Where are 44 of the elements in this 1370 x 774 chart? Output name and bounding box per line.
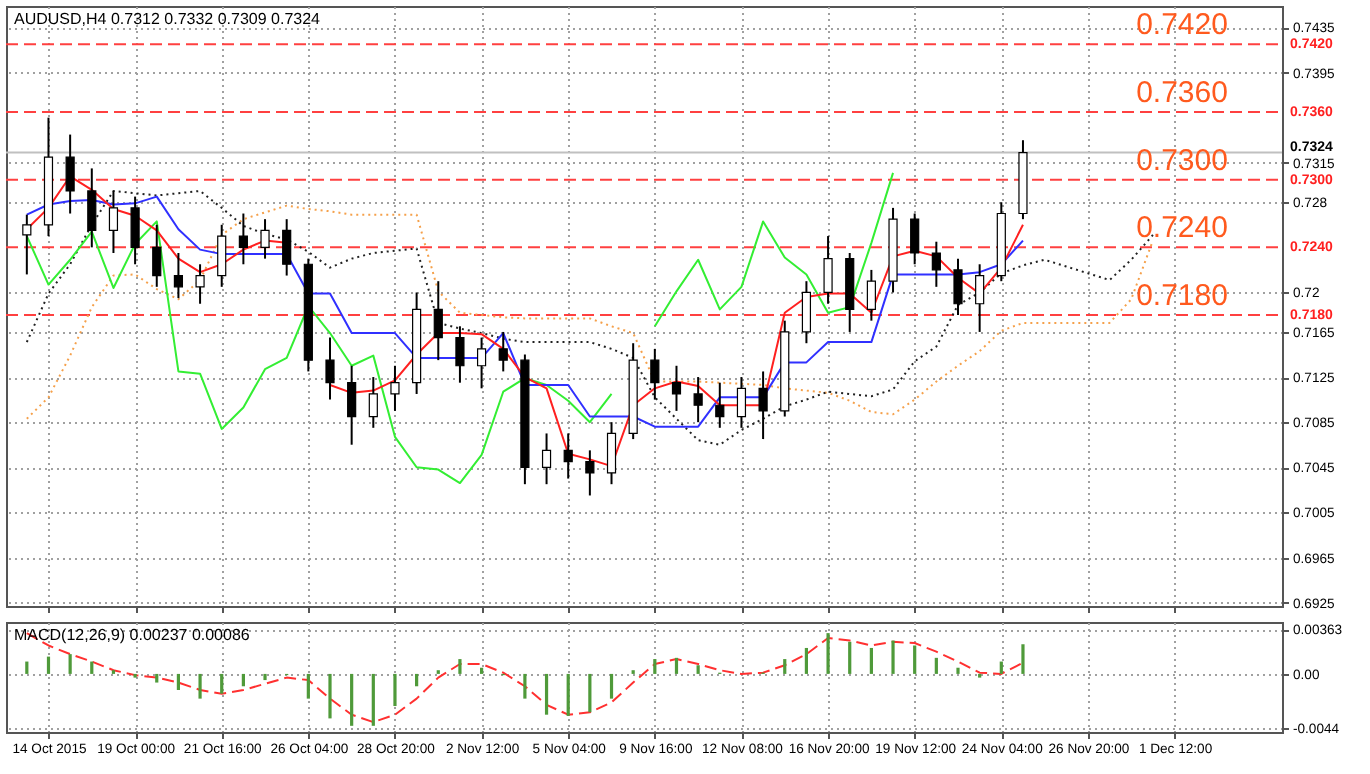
candlestick (671, 364, 682, 412)
candlestick (823, 235, 833, 305)
candlestick (390, 364, 400, 412)
candlestick (563, 432, 573, 480)
candlestick (130, 195, 140, 266)
candlestick (910, 212, 920, 266)
ref-line-label: 0.7360 (1136, 76, 1228, 111)
candlestick (866, 268, 876, 322)
candlestick (108, 189, 119, 254)
candlestick (541, 432, 552, 486)
candlestick (87, 167, 97, 249)
candlestick (65, 133, 75, 215)
ref-line-label: 0.7180 (1136, 279, 1228, 314)
candlestick (758, 370, 768, 441)
candlestick (433, 280, 443, 362)
candlestick (173, 251, 184, 300)
candlestick (953, 257, 963, 317)
candlestick (975, 263, 985, 333)
candlestick (476, 336, 487, 390)
ref-line-label: 0.7240 (1136, 211, 1228, 246)
candlestick (455, 325, 465, 384)
candlestick (715, 381, 725, 429)
candlestick (693, 376, 703, 424)
ref-line-label: 0.7420 (1136, 8, 1228, 43)
candlestick (325, 336, 335, 401)
chart-title: AUDUSD,H4 0.7312 0.7332 0.7309 0.7324 (14, 10, 322, 28)
ref-line-label: 0.7300 (1136, 143, 1228, 178)
candlestick (498, 330, 508, 373)
candlestick (22, 213, 32, 276)
candlestick (801, 280, 812, 345)
candlestick (931, 240, 941, 288)
candlestick (195, 263, 205, 305)
candlestick (217, 223, 227, 288)
candlestick (152, 223, 162, 288)
candlestick (238, 212, 248, 266)
candlestick (282, 218, 292, 277)
chart-title: MACD(12,26,9) 0.00237 0.00086 (14, 626, 251, 644)
candlestick (260, 218, 270, 260)
candlestick (347, 364, 357, 446)
candlestick (736, 376, 747, 429)
candlestick (368, 376, 378, 429)
candlestick (650, 347, 660, 401)
candlestick (585, 449, 595, 497)
candlestick (606, 421, 617, 486)
